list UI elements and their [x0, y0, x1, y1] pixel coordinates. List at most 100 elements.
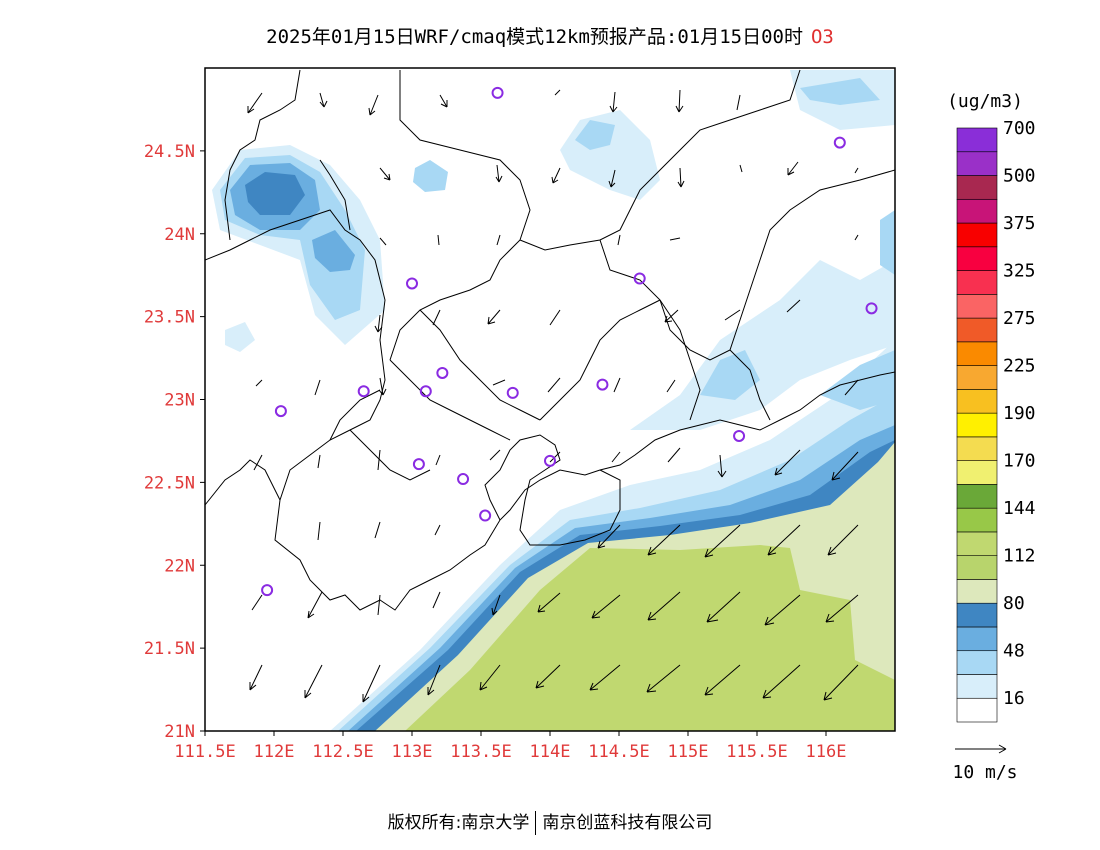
wind-arrow — [677, 167, 685, 188]
boundary-heyuan — [519, 69, 801, 251]
station-marker — [733, 429, 746, 442]
wind-arrow — [304, 664, 323, 699]
wind-arrow — [591, 594, 621, 619]
wind-arrow — [368, 94, 379, 116]
wind-arrow — [491, 594, 501, 616]
wind-arrow — [374, 521, 381, 539]
x-tick-label: 112.5E — [312, 742, 373, 762]
legend-label: 80 — [1003, 593, 1025, 614]
sw-small-patch — [225, 322, 255, 352]
wind-arrow — [439, 94, 448, 108]
wind-scale-arrow — [955, 744, 1007, 754]
wind-arrow — [767, 524, 801, 556]
wind-arrow — [704, 664, 741, 696]
wind-arrow — [432, 309, 441, 326]
x-tick-label: 112E — [254, 742, 295, 762]
wind-scale-label: 10 m/s — [952, 762, 1017, 783]
legend-label: 325 — [1003, 261, 1036, 282]
legend-swatch — [956, 294, 998, 319]
legend-swatch — [956, 412, 998, 438]
legend-swatch — [956, 151, 998, 176]
legend-swatch — [956, 222, 998, 248]
sea-band-112 — [405, 545, 895, 731]
legend-swatch — [956, 341, 998, 366]
wind-arrow — [664, 309, 679, 323]
boundary-inner-c — [329, 389, 431, 481]
y-tick-label: 21N — [164, 722, 195, 742]
legend-swatch — [956, 127, 998, 153]
legend-swatch — [956, 674, 998, 699]
wind-arrow — [317, 454, 321, 469]
wind-arrow — [827, 524, 859, 556]
coastline — [205, 371, 895, 611]
legend-swatch — [956, 650, 998, 675]
station-marker — [833, 136, 846, 149]
x-tick-label: 113.5E — [450, 742, 511, 762]
wind-arrow — [535, 664, 561, 689]
legend-swatch — [956, 531, 998, 556]
legend-label: 225 — [1003, 356, 1036, 377]
x-tick-label: 114.5E — [588, 742, 649, 762]
wind-arrow — [823, 664, 859, 701]
station-marker — [479, 509, 492, 522]
station-marker — [633, 272, 646, 285]
x-tick-label: 115E — [668, 742, 709, 762]
title-text: 2025年01月15日WRF/cmaq模式12km预报产品:01月15日00时 — [266, 26, 803, 48]
inland-patch-north2 — [575, 120, 615, 150]
wind-arrow — [255, 379, 263, 387]
wind-arrow — [717, 454, 727, 478]
y-tick-label: 22N — [164, 556, 195, 576]
wind-arrow — [378, 377, 387, 396]
boundary-meizhou — [599, 169, 895, 361]
wind-arrow — [669, 237, 681, 241]
x-tick-label: 116E — [806, 742, 847, 762]
legend-swatch — [956, 175, 998, 200]
wind-arrow — [547, 377, 561, 393]
legend-label: 16 — [1003, 688, 1025, 709]
page-title: 2025年01月15日WRF/cmaq模式12km预报产品:01月15日00时 O… — [0, 22, 1100, 49]
wind-arrow — [554, 89, 561, 96]
inland-patch-east — [630, 260, 895, 430]
wind-arrow — [831, 451, 859, 481]
legend-swatch — [956, 555, 998, 580]
wind-arrow — [675, 89, 684, 113]
wind-arrow — [854, 234, 859, 241]
y-tick-label: 24.5N — [144, 142, 195, 162]
boundary-inner-b — [539, 299, 661, 421]
wind-arrow — [479, 664, 501, 691]
legend-swatch — [956, 270, 998, 295]
boundary-north — [224, 69, 351, 241]
legend-swatch — [956, 602, 998, 628]
footer-separator — [535, 811, 537, 835]
wind-arrow — [786, 299, 801, 313]
wind-arrow — [667, 447, 681, 463]
station-marker — [357, 385, 370, 398]
legend-label: 500 — [1003, 166, 1036, 187]
wind-arrow — [377, 449, 381, 471]
wind-arrow — [609, 91, 618, 113]
wind-arrow — [647, 524, 681, 556]
station-marker — [457, 473, 470, 486]
wind-arrow — [251, 594, 263, 611]
footer-left: 版权所有:南京大学 — [387, 813, 530, 833]
wind-arrow — [736, 94, 741, 111]
legend-label: 700 — [1003, 118, 1036, 139]
legend-label: 275 — [1003, 308, 1036, 329]
legend-colorbar: 16 48 80 112 144 170 190 225 275 325 375 500 700 — [956, 118, 1036, 723]
wind-arrow — [825, 594, 859, 623]
wind-arrow — [589, 664, 621, 691]
legend-swatch — [956, 436, 998, 461]
wind-arrow — [844, 379, 859, 396]
wind-arrow — [706, 591, 741, 623]
inland-patch-small — [413, 160, 448, 192]
legend-label: 190 — [1003, 403, 1036, 424]
wind-arrow — [434, 524, 441, 536]
inland-patch-ne2 — [800, 78, 880, 105]
x-tick-label: 111.5E — [174, 742, 235, 762]
wind-arrow — [613, 377, 621, 393]
legend-unit: (ug/m3) — [947, 91, 1023, 112]
wind-arrow — [611, 451, 621, 463]
boundaries — [205, 69, 895, 611]
legend-swatch — [956, 697, 998, 723]
